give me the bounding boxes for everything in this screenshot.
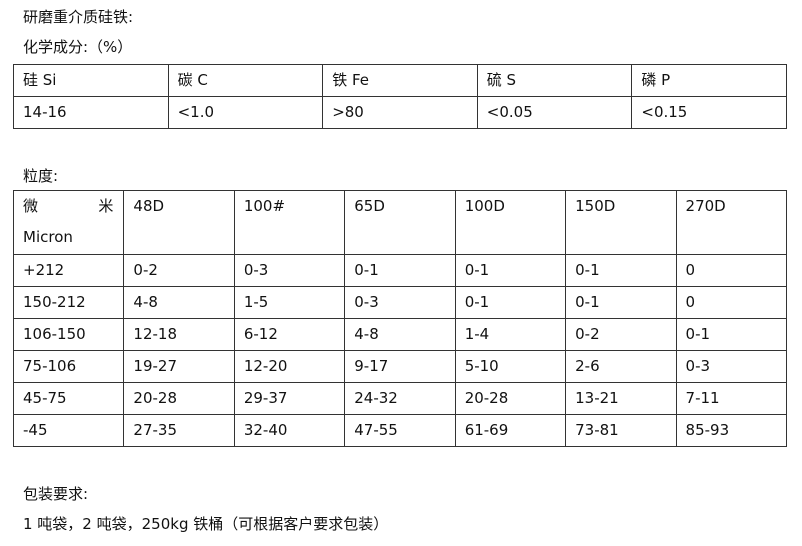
table-cell: 13-21 (565, 382, 677, 415)
table-cell: 61-69 (454, 414, 567, 447)
table-cell: 0-3 (344, 286, 456, 319)
table-cell: 0 (675, 254, 788, 287)
header-cell: 磷 P (631, 64, 787, 97)
table-cell: 20-28 (454, 382, 567, 415)
packing-label: 包装要求: (23, 485, 89, 503)
table-cell: 0-1 (565, 254, 677, 287)
header-cell: 碳 C (167, 64, 324, 97)
corner-text: Micron (23, 228, 73, 246)
table-cell: 1-4 (454, 318, 567, 351)
doc-title: 研磨重介质硅铁: (23, 8, 134, 26)
table-cell: 0-1 (675, 318, 788, 351)
table-cell: 9-17 (344, 350, 456, 383)
table-cell: 150-212 (12, 286, 125, 319)
table-cell: 7-11 (675, 382, 788, 415)
table-row: 14-16 <1.0 >80 <0.05 <0.15 (13, 96, 787, 129)
table-cell: 6-12 (233, 318, 346, 351)
header-cell: 65D (344, 190, 456, 255)
table-cell: 1-5 (233, 286, 346, 319)
table-row: -45 27-35 32-40 47-55 61-69 73-81 85-93 (12, 414, 788, 447)
value-cell: <1.0 (167, 96, 324, 129)
header-cell: 100# (233, 190, 346, 255)
table-cell: 19-27 (123, 350, 235, 383)
table-cell: 27-35 (123, 414, 235, 447)
header-cell: 150D (565, 190, 677, 255)
table-cell: 2-6 (565, 350, 677, 383)
table-cell: 85-93 (675, 414, 788, 447)
table-cell: 4-8 (344, 318, 456, 351)
table-cell: 75-106 (12, 350, 125, 383)
table-cell: -45 (12, 414, 125, 447)
table-header-row: 微 米 Micron 48D 100# 65D 100D 150D 270D (12, 190, 788, 255)
table-cell: 29-37 (233, 382, 346, 415)
table-cell: 0-1 (344, 254, 456, 287)
table-cell: 12-18 (123, 318, 235, 351)
value-cell: <0.15 (631, 96, 787, 129)
size-label: 粒度: (23, 167, 59, 185)
table-cell: +212 (12, 254, 125, 287)
table-cell: 0-2 (565, 318, 677, 351)
header-cell: 270D (675, 190, 788, 255)
table-cell: 45-75 (12, 382, 125, 415)
table-cell: 4-8 (123, 286, 235, 319)
corner-text: 微 (23, 197, 39, 215)
table-cell: 0 (675, 286, 788, 319)
table-cell: 5-10 (454, 350, 567, 383)
value-cell: <0.05 (476, 96, 633, 129)
table-cell: 24-32 (344, 382, 456, 415)
value-cell: 14-16 (13, 96, 169, 129)
header-cell: 48D (123, 190, 235, 255)
table-cell: 0-2 (123, 254, 235, 287)
value-cell: >80 (322, 96, 478, 129)
particle-size-table: 微 米 Micron 48D 100# 65D 100D 150D 270D +21… (12, 190, 788, 447)
packing-text: 1 吨袋，2 吨袋，250kg 铁桶（可根据客户要求包装） (23, 515, 389, 533)
table-row: 106-150 12-18 6-12 4-8 1-4 0-2 0-1 (12, 318, 788, 351)
table-cell: 0-1 (454, 286, 567, 319)
corner-cell: 微 米 Micron (12, 190, 125, 255)
table-row: +212 0-2 0-3 0-1 0-1 0-1 0 (12, 254, 788, 287)
table-row: 150-212 4-8 1-5 0-3 0-1 0-1 0 (12, 286, 788, 319)
table-header-row: 硅 Si 碳 C 铁 Fe 硫 S 磷 P (13, 64, 787, 97)
table-cell: 12-20 (233, 350, 346, 383)
chemical-composition-table: 硅 Si 碳 C 铁 Fe 硫 S 磷 P 14-16 <1.0 >80 <0.… (13, 64, 787, 129)
header-cell: 铁 Fe (322, 64, 478, 97)
header-cell: 硫 S (476, 64, 633, 97)
chem-label: 化学成分:（%） (23, 38, 133, 56)
table-cell: 32-40 (233, 414, 346, 447)
table-cell: 106-150 (12, 318, 125, 351)
table-row: 75-106 19-27 12-20 9-17 5-10 2-6 0-3 (12, 350, 788, 383)
table-cell: 0-3 (233, 254, 346, 287)
table-cell: 20-28 (123, 382, 235, 415)
table-cell: 47-55 (344, 414, 456, 447)
table-cell: 73-81 (565, 414, 677, 447)
table-row: 45-75 20-28 29-37 24-32 20-28 13-21 7-11 (12, 382, 788, 415)
table-cell: 0-1 (565, 286, 677, 319)
header-cell: 100D (454, 190, 567, 255)
header-cell: 硅 Si (13, 64, 169, 97)
table-cell: 0-3 (675, 350, 788, 383)
table-cell: 0-1 (454, 254, 567, 287)
corner-text: 米 (98, 197, 114, 215)
